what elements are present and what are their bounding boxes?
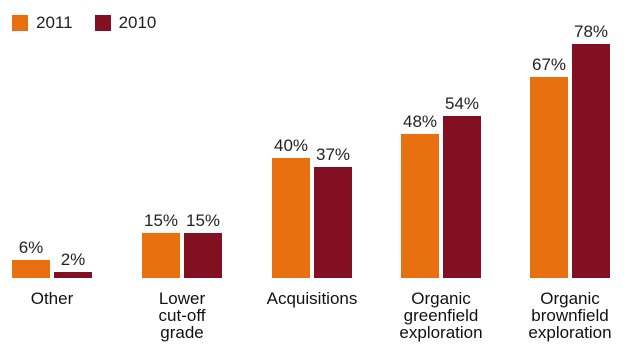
bar-2011-0 <box>12 260 50 278</box>
bar-2011-1 <box>142 233 180 278</box>
legend-label-2010: 2010 <box>118 13 157 32</box>
category-label-2: Acquisitions <box>267 289 358 308</box>
data-label-2010-0: 2% <box>61 250 86 269</box>
bar-2010-0 <box>54 272 92 278</box>
legend-item-2010: 2010 <box>94 13 157 33</box>
data-label-2011-0: 6% <box>19 238 44 257</box>
bar-2010-2 <box>314 167 352 278</box>
category-label-0: Other <box>31 289 74 308</box>
legend-swatch-2010 <box>94 15 111 31</box>
bar-2011-3 <box>401 134 439 278</box>
category-label-1: Lower cut-off grade <box>159 289 206 342</box>
bar-2010-4 <box>572 44 610 278</box>
data-label-2010-1: 15% <box>186 211 220 230</box>
data-label-2011-1: 15% <box>144 211 178 230</box>
bar-2010-3 <box>443 116 481 278</box>
category-label-4: Organic brownfield exploration <box>528 289 611 342</box>
data-label-2011-4: 67% <box>532 55 566 74</box>
category-label-3: Organic greenfield exploration <box>399 289 482 342</box>
legend: 2011 2010 <box>12 13 178 33</box>
data-label-2010-3: 54% <box>445 94 479 113</box>
data-label-2010-4: 78% <box>574 22 608 41</box>
data-label-2011-2: 40% <box>274 136 308 155</box>
legend-swatch-2011 <box>12 15 28 31</box>
legend-item-2011: 2011 <box>12 13 73 33</box>
bar-2011-4 <box>530 77 568 278</box>
bar-2011-2 <box>272 158 310 278</box>
data-label-2011-3: 48% <box>403 112 437 131</box>
data-label-2010-2: 37% <box>316 145 350 164</box>
legend-label-2011: 2011 <box>36 13 73 32</box>
bar-2010-1 <box>184 233 222 278</box>
